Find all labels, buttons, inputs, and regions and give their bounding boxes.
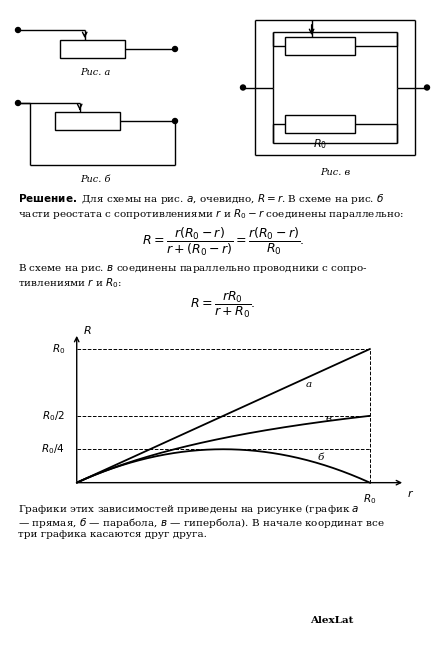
Bar [55, 112, 120, 130]
Text: Графики этих зависимостей приведены на рисунке (график $а$: Графики этих зависимостей приведены на р… [18, 502, 359, 516]
Text: $R_0$: $R_0$ [363, 492, 376, 506]
Text: $R$: $R$ [83, 323, 91, 336]
Text: б: б [317, 453, 324, 462]
Text: $R = \dfrac{r(R_0 - r)}{r + (R_0 - r)} = \dfrac{r(R_0-r)}{R_0}.$: $R = \dfrac{r(R_0 - r)}{r + (R_0 - r)} =… [142, 226, 304, 258]
Text: Рис. в: Рис. в [320, 168, 350, 177]
Text: $\mathbf{Решение.}$ Для схемы на рис. $a$, очевидно, $R = r$. В схеме на рис. $б: $\mathbf{Решение.}$ Для схемы на рис. $a… [18, 192, 385, 206]
Text: Рис. б: Рис. б [80, 175, 110, 184]
Circle shape [16, 27, 21, 32]
Circle shape [173, 47, 177, 51]
Text: три графика касаются друг друга.: три графика касаются друг друга. [18, 530, 207, 539]
Text: а: а [305, 380, 312, 389]
Text: Рис. а: Рис. а [80, 68, 110, 77]
Circle shape [16, 100, 21, 106]
Text: $R_0/4$: $R_0/4$ [41, 443, 65, 456]
Text: тивлениями $r$ и $R_0$:: тивлениями $r$ и $R_0$: [18, 276, 122, 290]
Text: — прямая, $б$ — парабола, $в$ — гипербола). В начале координат все: — прямая, $б$ — парабола, $в$ — гипербол… [18, 516, 385, 530]
Circle shape [173, 119, 177, 124]
Text: В схеме на рис. $в$ соединены параллельно проводники с сопро-: В схеме на рис. $в$ соединены параллельн… [18, 262, 368, 275]
Text: $R_0$: $R_0$ [52, 342, 65, 356]
Text: $R_0$: $R_0$ [313, 137, 327, 151]
Bar [285, 115, 355, 133]
Bar [285, 37, 355, 55]
Circle shape [240, 85, 245, 90]
Text: $r$: $r$ [407, 488, 414, 499]
Text: AlexLat: AlexLat [310, 616, 354, 625]
Text: $R_0/2$: $R_0/2$ [42, 409, 65, 422]
Bar [60, 40, 125, 58]
Text: части реостата с сопротивлениями $r$ и $R_0 - r$ соединены параллельно:: части реостата с сопротивлениями $r$ и $… [18, 207, 404, 221]
Text: в: в [326, 414, 332, 423]
Circle shape [425, 85, 430, 90]
Text: $R = \dfrac{rR_0}{r + R_0}.$: $R = \dfrac{rR_0}{r + R_0}.$ [190, 290, 256, 320]
